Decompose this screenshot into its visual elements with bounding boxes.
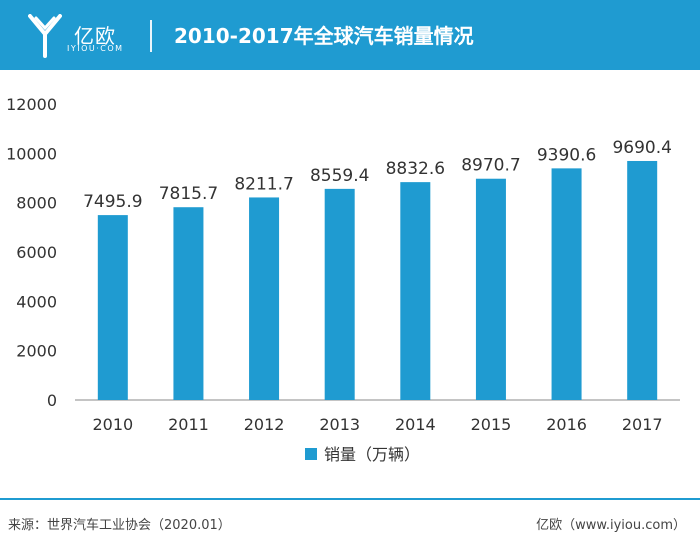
brand-logo: 亿欧 IYIOU·COM bbox=[22, 8, 132, 62]
x-tick-label-2013: 2013 bbox=[319, 415, 360, 434]
y-tick-label: 12000 bbox=[6, 95, 57, 114]
x-tick-label-2015: 2015 bbox=[471, 415, 512, 434]
data-label-2014: 8832.6 bbox=[386, 159, 445, 179]
header-bar: 亿欧 IYIOU·COM 2010-2017年全球汽车销量情况 bbox=[0, 0, 700, 70]
site-note: 亿欧（www.iyiou.com） bbox=[536, 518, 686, 533]
x-tick-label-2010: 2010 bbox=[92, 415, 133, 434]
y-tick-label: 6000 bbox=[16, 243, 57, 262]
source-note: 来源：世界汽车工业协会（2020.01） bbox=[8, 518, 231, 533]
bar-2016 bbox=[551, 168, 582, 400]
y-tick-label: 8000 bbox=[16, 194, 57, 213]
legend: 销量（万辆） bbox=[305, 445, 420, 464]
legend-swatch bbox=[305, 448, 317, 460]
bar-2017 bbox=[627, 160, 658, 400]
bar-2015 bbox=[475, 178, 506, 400]
y-tick-label: 0 bbox=[47, 391, 57, 410]
data-label-2016: 9390.6 bbox=[537, 145, 596, 165]
data-label-2010: 7495.9 bbox=[83, 192, 142, 212]
data-labels: 7495.9 7815.7 8211.7 8559.4 8832.6 8970.7 9390… bbox=[83, 138, 672, 212]
data-label-2017: 9690.4 bbox=[612, 138, 671, 158]
data-label-2011: 7815.7 bbox=[159, 184, 218, 204]
y-tick-label: 4000 bbox=[16, 292, 57, 311]
logo-text: 亿欧 bbox=[74, 24, 116, 48]
x-tick-label-2017: 2017 bbox=[622, 415, 663, 434]
x-tick-label-2016: 2016 bbox=[546, 415, 587, 434]
bar-2011 bbox=[173, 207, 204, 400]
page-title: 2010-2017年全球汽车销量情况 bbox=[174, 24, 474, 48]
bar-chart: 0 2000 4000 6000 8000 10000 12000 7495.9 7815.7… bbox=[6, 95, 680, 464]
data-label-2015: 8970.7 bbox=[461, 156, 520, 176]
x-tick-label-2011: 2011 bbox=[168, 415, 209, 434]
legend-label: 销量（万辆） bbox=[324, 445, 420, 464]
bar-2012 bbox=[249, 197, 280, 400]
bar-2010 bbox=[97, 215, 128, 400]
footer-divider bbox=[0, 498, 700, 500]
y-tick-label: 10000 bbox=[6, 144, 57, 163]
data-label-2013: 8559.4 bbox=[310, 166, 369, 186]
header-divider bbox=[150, 20, 152, 52]
logo-domain: IYIOU·COM bbox=[67, 44, 124, 53]
y-tick-label: 2000 bbox=[16, 342, 57, 361]
x-tick-label-2012: 2012 bbox=[244, 415, 285, 434]
bars-group bbox=[97, 160, 658, 400]
bar-2013 bbox=[324, 188, 355, 400]
x-axis-ticks: 2010 2011 2012 2013 2014 2015 2016 2017 bbox=[92, 415, 662, 434]
y-axis: 0 2000 4000 6000 8000 10000 12000 bbox=[6, 95, 57, 410]
logo-y-icon bbox=[28, 14, 62, 58]
data-label-2012: 8211.7 bbox=[234, 174, 293, 194]
bar-2014 bbox=[400, 182, 431, 400]
x-tick-label-2014: 2014 bbox=[395, 415, 436, 434]
